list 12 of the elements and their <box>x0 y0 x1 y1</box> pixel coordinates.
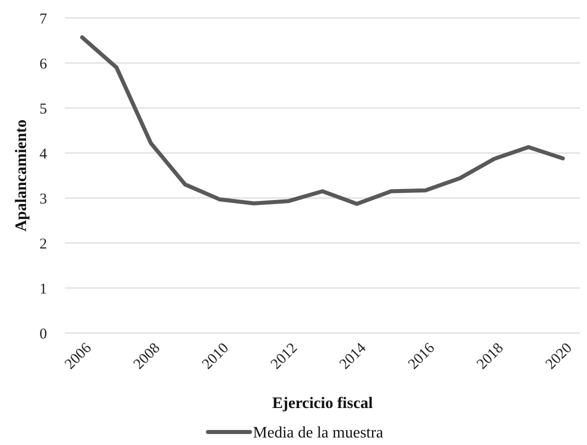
y-tick-label: 6 <box>40 56 48 72</box>
y-tick-label: 4 <box>40 146 48 162</box>
x-axis-title: Ejercicio fiscal <box>272 395 374 412</box>
y-axis-title: Apalancamiento <box>13 120 30 232</box>
line-series <box>80 35 565 206</box>
y-tick-label: 0 <box>40 326 47 342</box>
y-tick-label: 5 <box>40 101 47 118</box>
y-tick-label: 3 <box>40 191 47 208</box>
y-tick-label: 1 <box>40 281 47 298</box>
legend-label: Media de la muestra <box>253 424 384 442</box>
y-tick-label: 2 <box>40 236 47 252</box>
y-tick-label: 7 <box>40 11 48 28</box>
